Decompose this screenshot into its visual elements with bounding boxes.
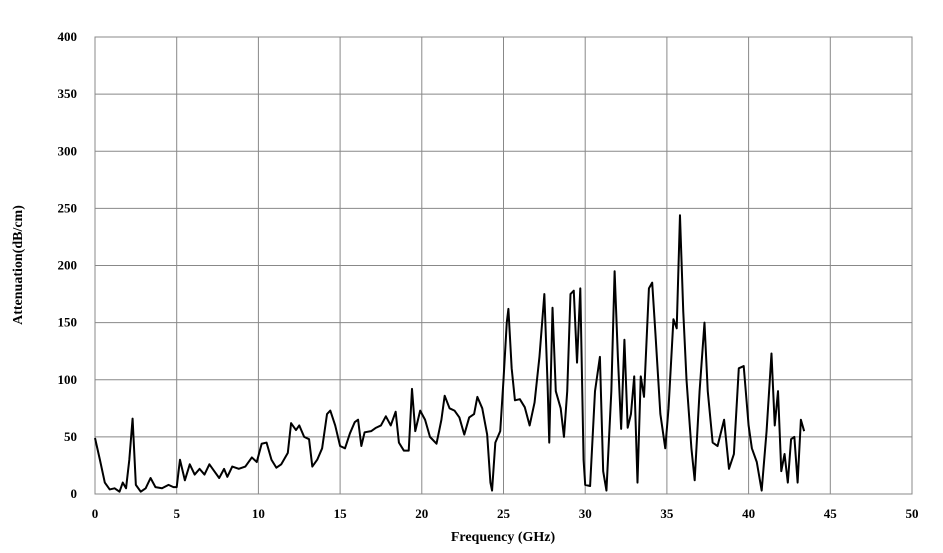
x-tick-label: 25 — [497, 506, 511, 521]
data-line — [94, 214, 806, 493]
x-tick-label: 5 — [173, 506, 180, 521]
x-tick-label: 40 — [742, 506, 755, 521]
x-tick-label: 30 — [579, 506, 592, 521]
y-tick-label: 50 — [64, 429, 77, 444]
x-tick-label: 20 — [415, 506, 428, 521]
y-tick-label: 200 — [58, 258, 78, 273]
y-tick-label: 250 — [58, 200, 78, 215]
x-tick-label: 15 — [334, 506, 348, 521]
x-tick-label: 35 — [660, 506, 674, 521]
y-axis-title: Attenuation(dB/cm) — [11, 205, 26, 325]
x-tick-label: 45 — [824, 506, 838, 521]
y-tick-label: 300 — [58, 143, 78, 158]
x-tick-label: 50 — [906, 506, 919, 521]
y-tick-label: 350 — [58, 86, 78, 101]
y-tick-label: 100 — [58, 372, 78, 387]
x-tick-label: 0 — [92, 506, 99, 521]
x-axis-title: Frequency (GHz) — [451, 530, 556, 545]
y-tick-label: 400 — [58, 29, 78, 44]
y-tick-label: 0 — [71, 486, 78, 501]
x-tick-label: 10 — [252, 506, 265, 521]
y-tick-label: 150 — [58, 315, 78, 330]
